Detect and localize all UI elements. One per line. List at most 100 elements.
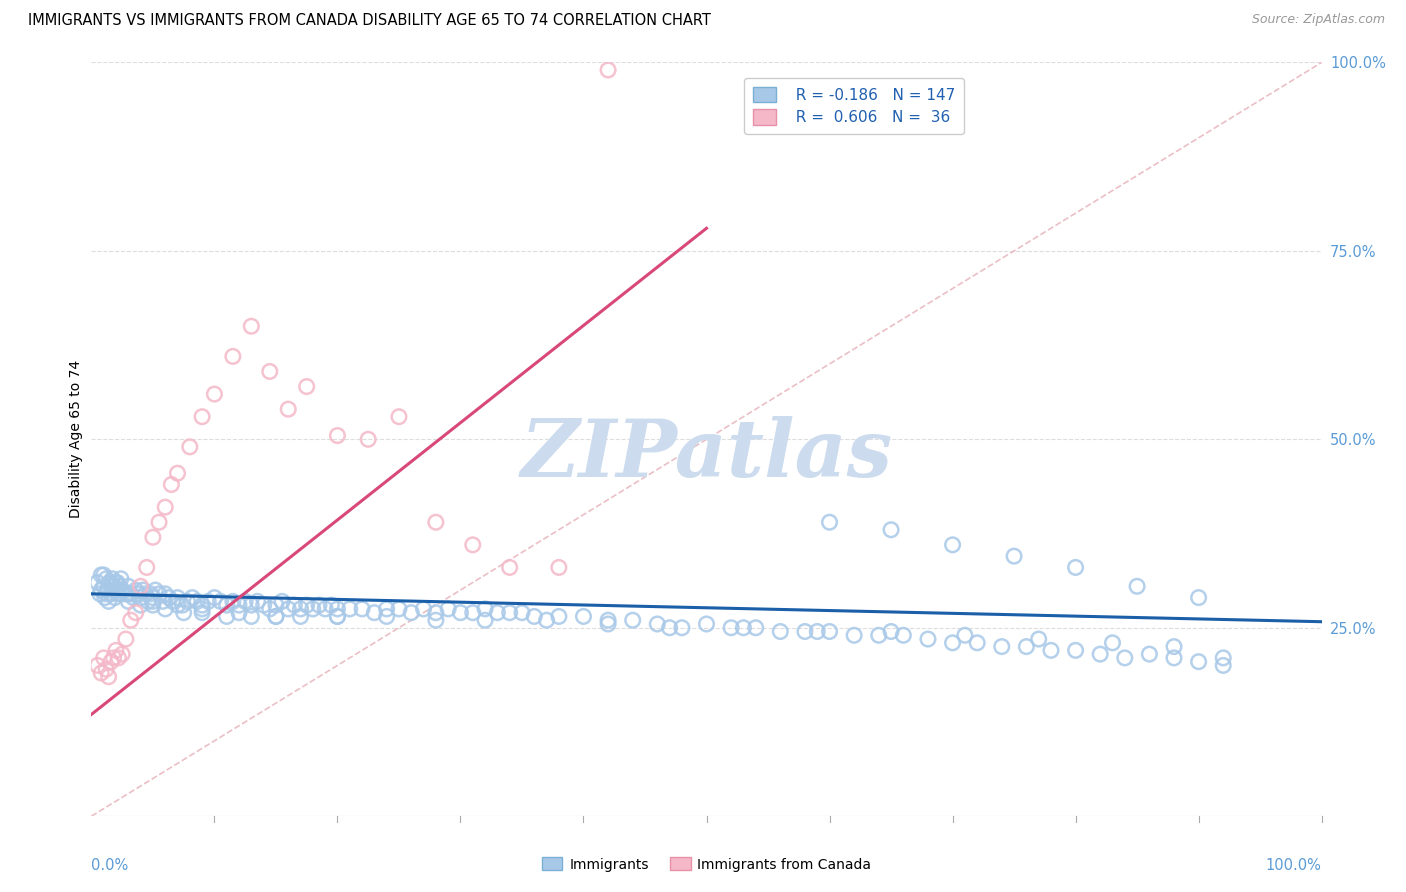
Point xyxy=(868,628,890,642)
Point xyxy=(142,591,165,605)
Point xyxy=(111,647,134,661)
Point xyxy=(990,640,1012,654)
Point xyxy=(1015,640,1038,654)
Point xyxy=(105,583,127,598)
Point xyxy=(160,477,183,491)
Point xyxy=(818,515,841,529)
Point xyxy=(474,602,496,616)
Point xyxy=(596,617,619,632)
Point xyxy=(1212,658,1234,673)
Point xyxy=(100,655,122,669)
Point xyxy=(375,609,398,624)
Point xyxy=(523,609,546,624)
Point xyxy=(399,606,422,620)
Point xyxy=(621,613,644,627)
Point xyxy=(191,598,214,612)
Point xyxy=(720,621,742,635)
Point xyxy=(111,587,134,601)
Point xyxy=(388,409,411,424)
Point xyxy=(966,636,988,650)
Point xyxy=(132,583,155,598)
Point xyxy=(498,606,520,620)
Point xyxy=(215,598,238,612)
Point xyxy=(536,613,558,627)
Point xyxy=(891,628,914,642)
Point xyxy=(1101,636,1123,650)
Point xyxy=(153,500,177,515)
Point xyxy=(191,606,214,620)
Point xyxy=(658,621,681,635)
Point xyxy=(1139,647,1161,661)
Point xyxy=(339,602,361,616)
Point xyxy=(277,402,299,417)
Point xyxy=(166,467,188,481)
Point xyxy=(93,579,115,593)
Point xyxy=(449,606,471,620)
Point xyxy=(105,575,128,590)
Point xyxy=(363,606,385,620)
Point xyxy=(153,587,177,601)
Point xyxy=(645,617,669,632)
Point xyxy=(103,651,125,665)
Point xyxy=(1002,549,1025,563)
Point xyxy=(108,579,131,593)
Point xyxy=(1212,651,1234,665)
Point xyxy=(104,591,127,605)
Point xyxy=(375,602,398,616)
Point xyxy=(806,624,828,639)
Point xyxy=(917,632,939,646)
Point xyxy=(1039,643,1063,657)
Point xyxy=(97,670,120,684)
Point xyxy=(124,606,146,620)
Point xyxy=(186,594,208,608)
Point xyxy=(572,609,595,624)
Point xyxy=(129,598,152,612)
Point xyxy=(941,636,963,650)
Point xyxy=(173,606,195,620)
Point xyxy=(114,587,138,601)
Point xyxy=(105,643,127,657)
Point xyxy=(105,575,127,590)
Point xyxy=(290,602,312,616)
Point xyxy=(246,594,269,608)
Point xyxy=(233,594,256,608)
Point xyxy=(94,591,117,605)
Point xyxy=(769,624,792,639)
Text: IMMIGRANTS VS IMMIGRANTS FROM CANADA DISABILITY AGE 65 TO 74 CORRELATION CHART: IMMIGRANTS VS IMMIGRANTS FROM CANADA DIS… xyxy=(28,13,711,29)
Point xyxy=(842,628,865,642)
Point xyxy=(97,594,120,608)
Point xyxy=(388,602,411,616)
Point xyxy=(166,598,188,612)
Point xyxy=(326,609,349,624)
Y-axis label: Disability Age 65 to 74: Disability Age 65 to 74 xyxy=(69,360,83,518)
Text: 100.0%: 100.0% xyxy=(1265,857,1322,872)
Point xyxy=(1064,643,1087,657)
Point xyxy=(93,568,115,582)
Point xyxy=(222,594,245,608)
Point xyxy=(228,606,250,620)
Point xyxy=(1088,647,1111,661)
Legend: Immigrants, Immigrants from Canada: Immigrants, Immigrants from Canada xyxy=(536,852,877,877)
Point xyxy=(100,587,122,601)
Point xyxy=(181,591,204,605)
Point xyxy=(122,591,145,605)
Point xyxy=(745,621,768,635)
Point xyxy=(96,572,117,586)
Point xyxy=(1064,560,1087,574)
Point xyxy=(474,613,496,627)
Point xyxy=(295,379,318,393)
Point xyxy=(152,594,174,608)
Point xyxy=(240,319,263,334)
Point xyxy=(671,621,693,635)
Point xyxy=(191,602,214,616)
Point xyxy=(96,662,117,676)
Point xyxy=(1163,640,1185,654)
Point xyxy=(308,598,330,612)
Point xyxy=(547,609,569,624)
Point xyxy=(111,583,134,598)
Point xyxy=(295,598,318,612)
Point xyxy=(228,598,250,612)
Point xyxy=(547,560,569,574)
Point xyxy=(105,583,127,598)
Point xyxy=(191,409,214,424)
